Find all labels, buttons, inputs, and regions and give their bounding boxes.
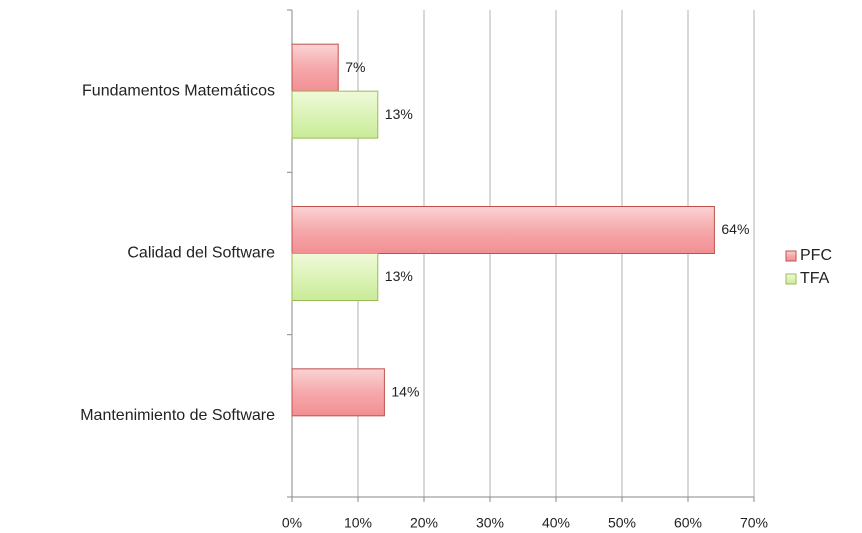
bar: [291, 90, 379, 139]
data-label: 14%: [391, 384, 419, 400]
bar: [291, 206, 715, 254]
legend-label: TFA: [800, 270, 830, 287]
x-tick-label: 0%: [282, 515, 302, 531]
data-label: 13%: [385, 268, 413, 284]
x-tick-label: 50%: [608, 515, 636, 531]
x-tick-label: 10%: [344, 515, 372, 531]
data-label: 13%: [385, 106, 413, 122]
x-tick-label: 60%: [674, 515, 702, 531]
data-label: 64%: [721, 221, 749, 237]
bar: [291, 43, 339, 92]
y-tick-label: Mantenimiento de Software: [80, 407, 275, 424]
legend-label: PFC: [800, 247, 832, 264]
legend-swatch: [785, 273, 797, 285]
bar: [291, 368, 385, 417]
x-tick-label: 30%: [476, 515, 504, 531]
x-tick-label: 20%: [410, 515, 438, 531]
y-tick-label: Calidad del Software: [127, 245, 275, 262]
x-tick-label: 70%: [740, 515, 768, 531]
y-tick-label: Fundamentos Matemáticos: [82, 82, 275, 99]
data-label: 7%: [345, 59, 365, 75]
legend-swatch: [785, 250, 797, 262]
x-tick-label: 40%: [542, 515, 570, 531]
bar: [291, 253, 379, 301]
